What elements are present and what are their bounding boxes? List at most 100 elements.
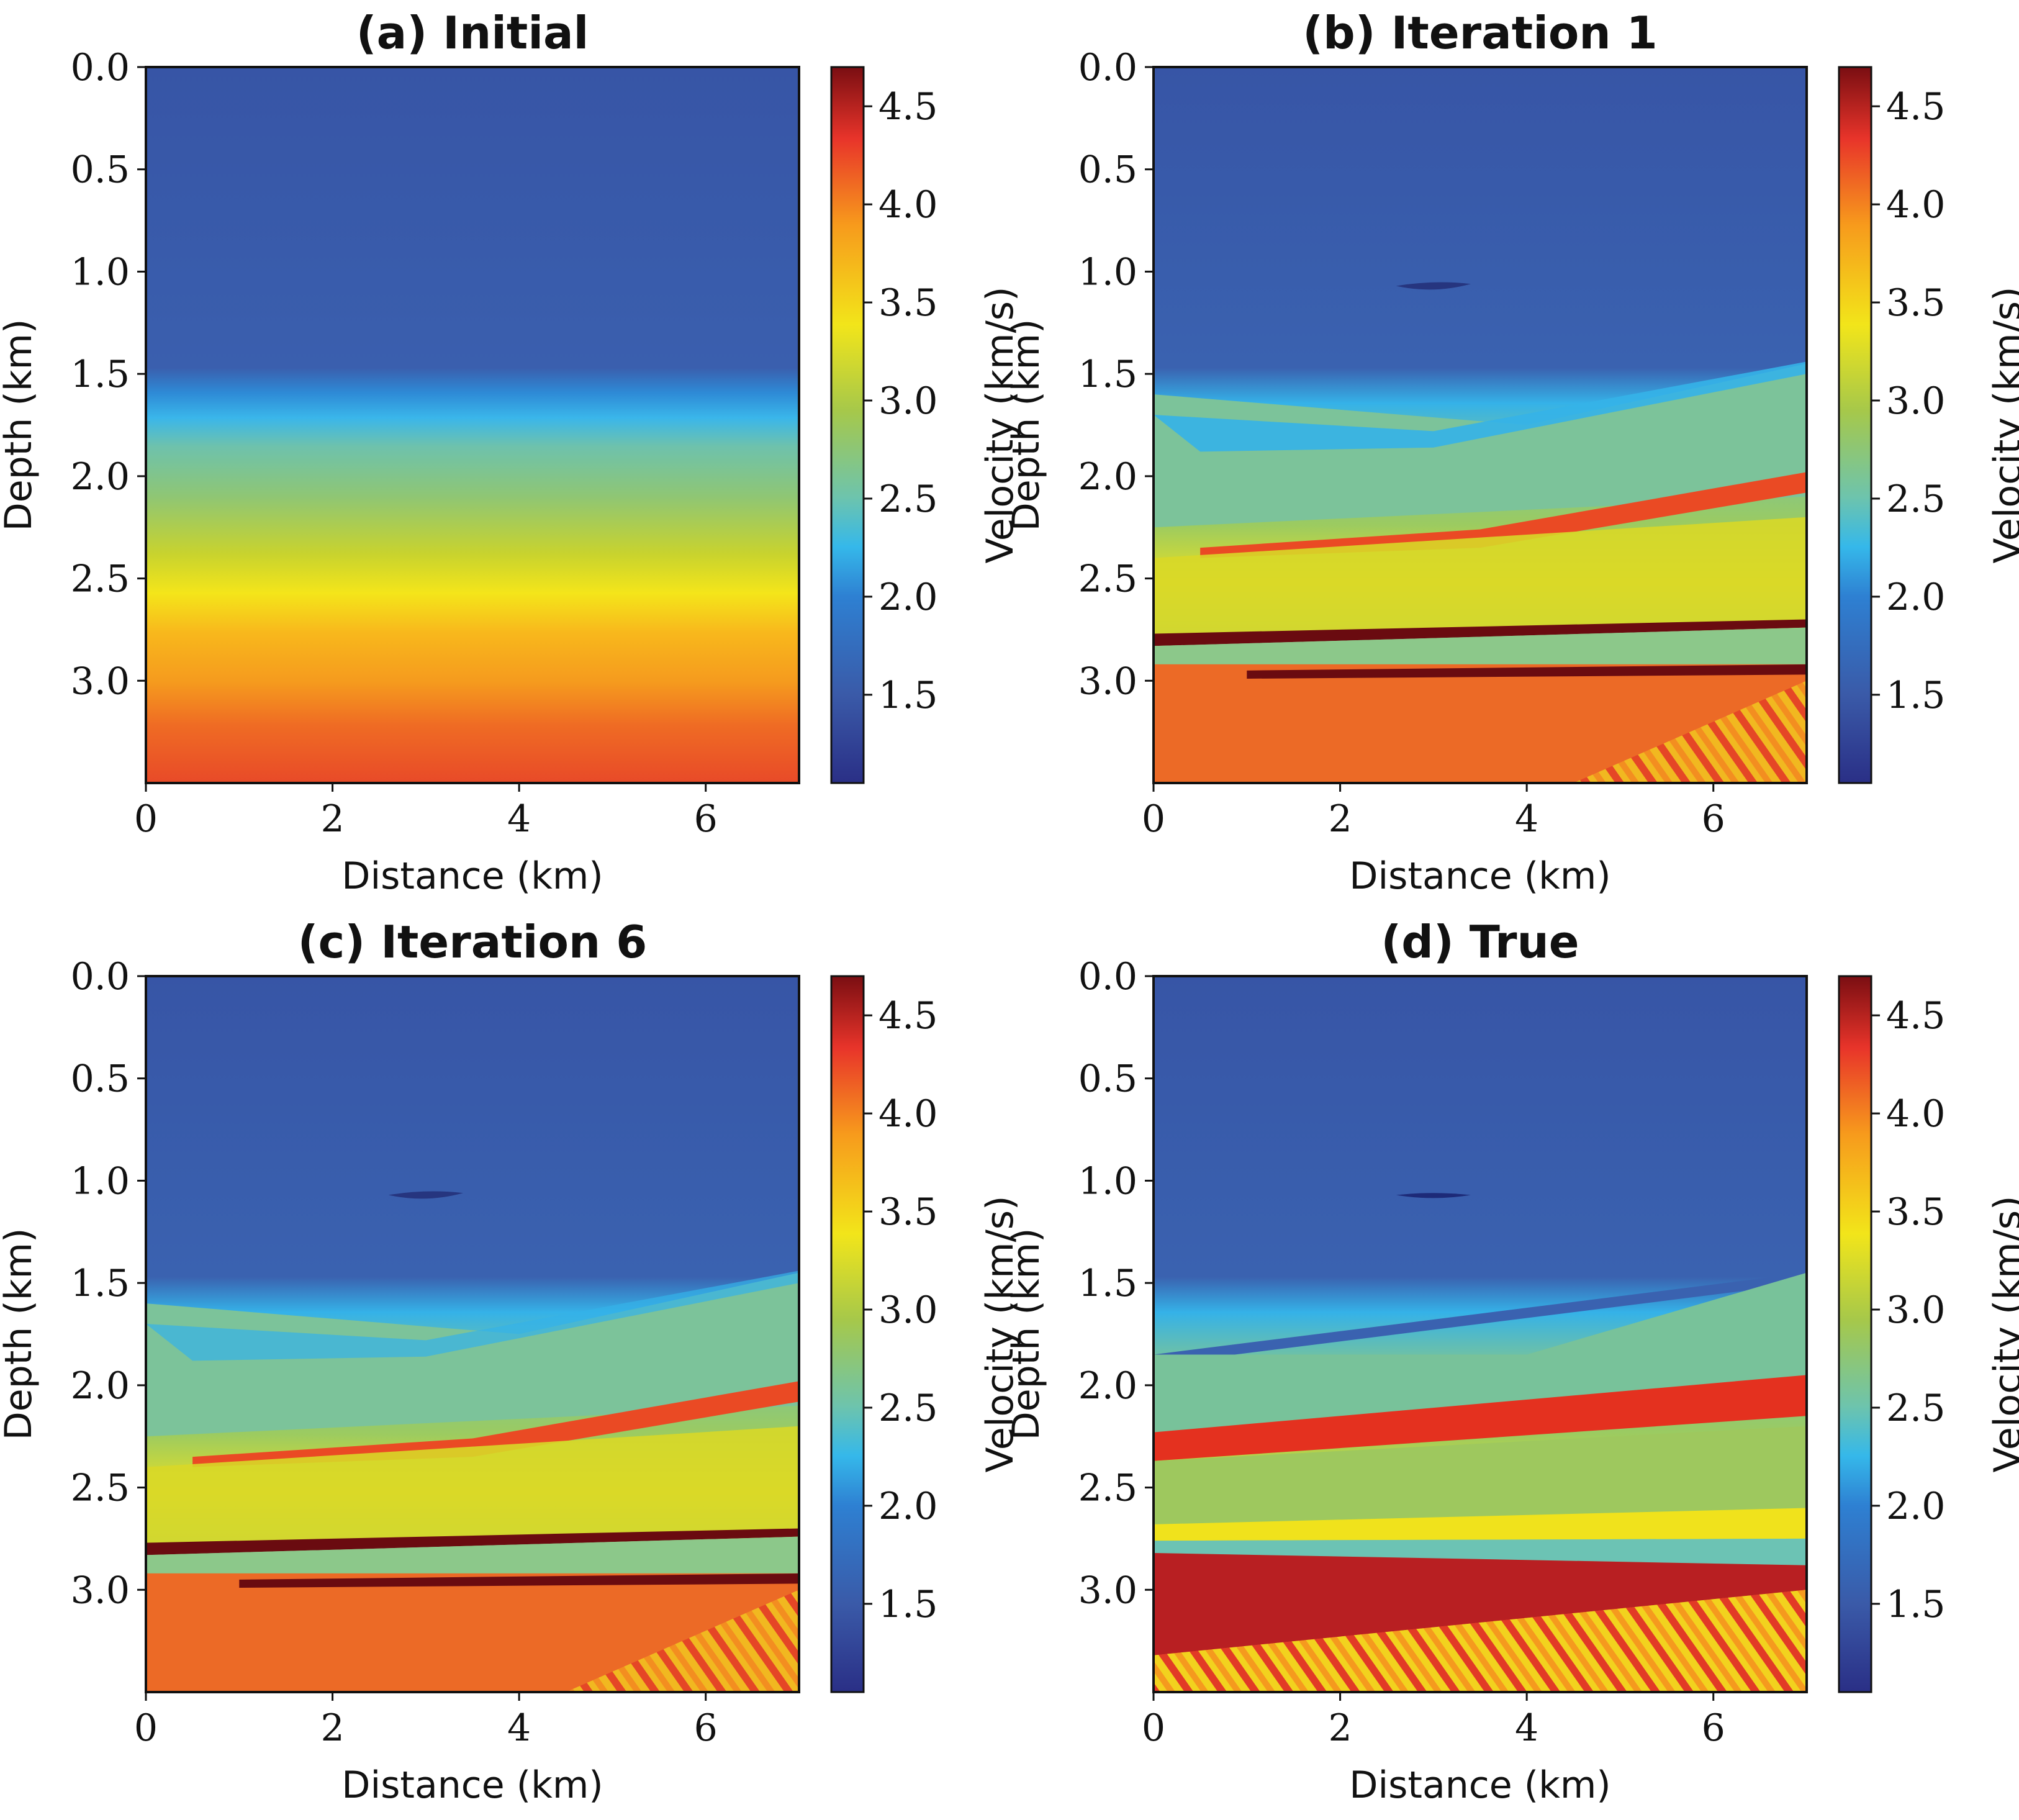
colorbar-tick-label: 3.5: [1886, 281, 1945, 325]
y-tick-label: 2.0: [71, 1364, 130, 1408]
x-tick-label: 2: [320, 797, 344, 841]
colorbar-tick-label: 3.0: [879, 379, 937, 423]
y-tick-label: 2.0: [1078, 1364, 1137, 1408]
panel-3: (d) True 0 2 4 6 0.0 0.5 1.0 1.5 2.0 2.5 3.0 Distanc…: [1005, 916, 2019, 1807]
colorbar-tick-label: 4.5: [1886, 85, 1945, 129]
cyan-streak: [146, 1270, 799, 1361]
y-axis-label: Depth (km): [0, 1228, 40, 1441]
yellow-layer: [146, 1426, 799, 1545]
green-layer: [1154, 627, 1807, 664]
colorbar-tick-label: 1.5: [879, 674, 937, 717]
colorbar-label: Velocity (km/s): [1986, 287, 2019, 564]
colorbar-tick-label: 1.5: [1886, 1583, 1945, 1626]
y-tick-label: 2.0: [71, 455, 130, 499]
colorbar-tick-label: 4.0: [879, 183, 937, 227]
x-tick-label: 6: [1702, 797, 1725, 841]
colorbar-label: Velocity (km/s): [1986, 1196, 2019, 1473]
y-tick-label: 1.5: [71, 1262, 130, 1305]
y-tick-label: 0.0: [1078, 955, 1137, 998]
colorbar-tick-label: 1.5: [879, 1583, 937, 1626]
yellow-layer: [1154, 517, 1807, 636]
colorbar-tick-label: 4.5: [1886, 994, 1945, 1038]
y-tick-label: 1.5: [1078, 1262, 1137, 1305]
striped-corner: [566, 1590, 799, 1692]
y-tick-label: 0.5: [1078, 148, 1137, 192]
colorbar-tick-label: 4.5: [879, 85, 937, 129]
low-velocity-lens: [388, 1191, 463, 1199]
colorbar-tick-label: 4.5: [879, 994, 937, 1038]
colorbar-tick-label: 2.5: [1886, 478, 1945, 521]
x-tick-label: 4: [507, 797, 531, 841]
colorbar-tick-label: 2.0: [879, 1485, 937, 1528]
y-tick-label: 1.0: [1078, 1159, 1137, 1203]
y-tick-label: 0.5: [71, 1057, 130, 1101]
colorbar: [830, 975, 865, 1693]
colorbar-tick-label: 3.5: [1886, 1190, 1945, 1234]
green-layer: [1154, 1426, 1807, 1529]
colorbar: [1838, 975, 1872, 1693]
colorbar: [830, 66, 865, 784]
colorbar-tick-label: 2.5: [1886, 1387, 1945, 1430]
colorbar-label: Velocity (km/s): [978, 1196, 1022, 1473]
red-layer: [1154, 1375, 1807, 1461]
plot-frame: [1152, 66, 1808, 784]
y-tick-label: 1.0: [1078, 250, 1137, 294]
striped-corner: [1573, 681, 1807, 783]
panel-title: (c) Iteration 6: [298, 916, 648, 968]
colorbar-tick-label: 3.0: [879, 1288, 937, 1332]
y-tick-label: 0.0: [71, 46, 130, 89]
x-tick-label: 0: [1142, 797, 1165, 841]
panel-0: (a) Initial 0 2 4 6 0.0 0.5 1.0 1.5 2.0 2.5 3.0 Dist…: [0, 7, 1022, 898]
x-tick-label: 2: [1328, 797, 1352, 841]
layer-structures: [146, 1191, 799, 1692]
x-axis-label: Distance (km): [341, 854, 603, 898]
x-tick-label: 4: [1515, 1706, 1538, 1750]
darkred-layer: [1154, 1552, 1807, 1655]
x-axis-label: Distance (km): [1349, 854, 1610, 898]
colorbar-tick-label: 3.0: [1886, 1288, 1945, 1332]
y-tick-label: 3.0: [1078, 1569, 1137, 1612]
colorbar-tick-label: 4.0: [1886, 183, 1945, 227]
dark-reflector: [1154, 619, 1807, 646]
y-tick-label: 0.0: [1078, 46, 1137, 89]
y-axis-label: Depth (km): [0, 319, 40, 532]
panel-title: (a) Initial: [356, 7, 589, 59]
colorbar-tick-label: 2.0: [1886, 576, 1945, 619]
yellow-layer: [1154, 1508, 1807, 1541]
y-tick-label: 3.0: [71, 659, 130, 703]
green-layer: [146, 1536, 799, 1573]
y-axis-label: Depth (km): [1005, 319, 1048, 532]
dark-reflector-2: [1247, 664, 1807, 679]
x-tick-label: 2: [1328, 1706, 1352, 1750]
low-velocity-lens: [1396, 1193, 1471, 1198]
plot-frame: [1152, 975, 1808, 1693]
x-axis-label: Distance (km): [341, 1763, 603, 1807]
dark-reflector: [146, 1528, 799, 1555]
x-tick-label: 6: [694, 797, 718, 841]
colorbar: [1838, 66, 1872, 784]
y-tick-label: 1.0: [71, 250, 130, 294]
panel-2: (c) Iteration 6 0 2 4 6 0.0 0.5 1.0 1.5 2.0 2.5 3.0…: [0, 916, 1022, 1807]
x-tick-label: 6: [1702, 1706, 1725, 1750]
blue-layer: [1154, 1272, 1807, 1365]
velocity-field: [146, 67, 799, 783]
x-tick-label: 4: [507, 1706, 531, 1750]
y-tick-label: 0.5: [71, 148, 130, 192]
x-tick-label: 6: [694, 1706, 718, 1750]
y-tick-label: 3.0: [71, 1569, 130, 1612]
x-tick-label: 0: [1142, 1706, 1165, 1750]
colorbar-tick-label: 2.0: [1886, 1485, 1945, 1528]
panel-title: (d) True: [1381, 916, 1579, 968]
y-tick-label: 2.5: [71, 1467, 130, 1510]
x-tick-label: 2: [320, 1706, 344, 1750]
plot-frame: [145, 975, 800, 1693]
y-tick-label: 1.5: [1078, 353, 1137, 396]
x-tick-label: 0: [134, 1706, 158, 1750]
colorbar-tick-label: 3.5: [879, 281, 937, 325]
colorbar-tick-label: 2.5: [879, 1387, 937, 1430]
y-tick-label: 2.0: [1078, 455, 1137, 499]
x-tick-label: 0: [134, 797, 158, 841]
layer-structures: [1154, 1193, 1807, 1692]
y-tick-label: 1.0: [71, 1159, 130, 1203]
